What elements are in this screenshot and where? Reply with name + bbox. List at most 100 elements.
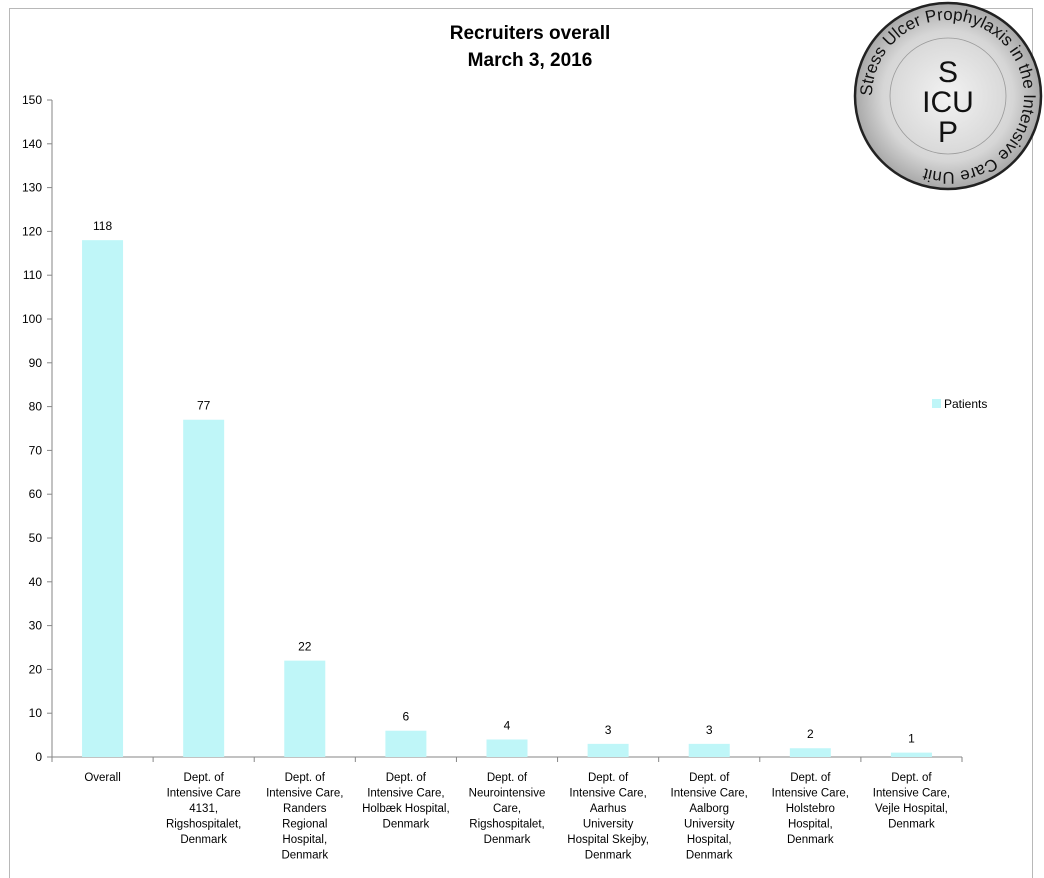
category-label-line: Denmark: [686, 850, 733, 862]
axes: 0 10 20 30 40 50 60 70 80 90 100 110 120 130 140 150: [22, 93, 963, 764]
y-tick-label: 80: [29, 400, 43, 414]
category-label-line: Aarhus: [590, 803, 627, 815]
data-label: 77: [197, 399, 211, 413]
data-labels: 118 77 22 6 4 3 3 2 1: [93, 219, 915, 745]
y-tick-label: 60: [29, 487, 43, 501]
category-label-line: Dept. of: [790, 772, 831, 784]
category-labels: Overall Dept. of Intensive Care 4131, Rigsho…: [84, 772, 950, 862]
y-tick-label: 150: [22, 93, 42, 107]
category-label-line: Denmark: [383, 819, 430, 831]
data-label: 118: [93, 219, 112, 233]
category-label-line: University: [684, 819, 735, 831]
logo-inner-ring: [889, 37, 1007, 155]
data-label: 1: [908, 732, 915, 746]
data-label: 4: [504, 718, 511, 732]
bar: [486, 739, 528, 757]
y-tick-label: 110: [23, 268, 42, 282]
category-label-line: Holbæk Hospital,: [362, 803, 450, 815]
bar: [587, 743, 629, 757]
chart-frame: [9, 8, 1033, 878]
category-label-line: Hospital Skejby,: [567, 834, 649, 846]
category-label: Dept. of Intensive Care 4131, Rigshospitale…: [166, 772, 241, 846]
category-label-line: Dept. of: [588, 772, 629, 784]
category-label: Overall: [84, 772, 120, 784]
y-tick-label: 100: [22, 312, 42, 326]
y-tick-label: 120: [22, 224, 42, 238]
category-label-line: Denmark: [888, 819, 935, 831]
y-tick-label: 40: [29, 575, 43, 589]
data-label: 3: [605, 723, 612, 737]
category-label-line: Intensive Care,: [569, 788, 646, 800]
y-tick-label: 50: [29, 531, 43, 545]
data-label: 22: [298, 640, 312, 654]
bars: [82, 240, 932, 757]
category-label-line: Intensive Care,: [772, 788, 849, 800]
category-label: Dept. of Intensive Care, Randers Regional Ho…: [266, 772, 343, 862]
category-label: Dept. of Neurointensive Care, Rigshospitale…: [469, 772, 546, 846]
category-label-line: Denmark: [180, 834, 227, 846]
category-label-line: Neurointensive: [469, 788, 546, 800]
category-label-line: Hospital,: [687, 834, 732, 846]
category-label-line: Vejle Hospital,: [875, 803, 948, 815]
bar: [183, 419, 225, 757]
y-tick-label: 10: [29, 706, 43, 720]
y-tick-label: 140: [22, 137, 42, 151]
data-label: 3: [706, 723, 713, 737]
legend-label: Patients: [944, 397, 987, 411]
y-tick-label: 70: [29, 443, 43, 457]
category-label-line: Hospital,: [788, 819, 833, 831]
category-label-line: University: [583, 819, 634, 831]
bar: [82, 240, 124, 757]
bar: [890, 752, 932, 757]
category-label-line: Overall: [84, 772, 120, 784]
category-label-line: Denmark: [484, 834, 531, 846]
category-label-line: Dept. of: [285, 772, 326, 784]
chart-title-block: Recruiters overall March 3, 2016: [380, 20, 680, 74]
bar: [688, 743, 730, 757]
y-tick-label: 90: [29, 356, 43, 370]
sup-icu-logo: Stress Ulcer Prophylaxis in the Intensiv…: [853, 1, 1043, 191]
logo-letters-icu: ICU: [922, 86, 974, 119]
category-label-line: 4131,: [189, 803, 218, 815]
category-label-line: Denmark: [787, 834, 834, 846]
category-label-line: Intensive Care,: [671, 788, 748, 800]
data-label: 2: [807, 727, 814, 741]
chart-title: Recruiters overall: [449, 23, 611, 44]
category-label-line: Dept. of: [386, 772, 427, 784]
category-label-line: Intensive Care,: [367, 788, 444, 800]
category-label: Dept. of Intensive Care, Holbæk Hospital, D…: [362, 772, 450, 831]
category-label-line: Denmark: [585, 850, 632, 862]
data-label: 6: [403, 710, 410, 724]
bar: [284, 660, 326, 757]
category-label-line: Rigshospitalet,: [166, 819, 241, 831]
chart-subtitle: March 3, 2016: [467, 50, 593, 71]
logo-outer-ring: [853, 1, 1043, 191]
category-label-line: Hospital,: [282, 834, 327, 846]
logo-letter-s: S: [938, 56, 958, 89]
bar: [385, 730, 427, 757]
y-tick-label: 130: [22, 181, 42, 195]
category-label-line: Denmark: [281, 850, 328, 862]
logo-letter-p: P: [938, 116, 958, 149]
category-label-line: Dept. of: [689, 772, 730, 784]
category-label: Dept. of Intensive Care, Vejle Hospital, De…: [873, 772, 950, 831]
category-label: Dept. of Intensive Care, Holstebro Hospital…: [772, 772, 849, 846]
category-label-line: Regional: [282, 819, 327, 831]
bar: [789, 748, 831, 757]
category-label: Dept. of Intensive Care, Aarhus University H…: [567, 772, 649, 862]
category-label-line: Dept. of: [487, 772, 528, 784]
legend-swatch: [932, 399, 941, 408]
category-label-line: Intensive Care: [167, 788, 241, 800]
category-label-line: Care,: [493, 803, 521, 815]
y-tick-label: 0: [35, 750, 42, 764]
y-tick-label: 20: [29, 662, 43, 676]
y-tick-label: 30: [29, 619, 43, 633]
category-label: Dept. of Intensive Care, Aalborg University…: [671, 772, 748, 862]
category-label-line: Aalborg: [689, 803, 729, 815]
category-label-line: Rigshospitalet,: [469, 819, 544, 831]
category-label-line: Intensive Care,: [873, 788, 950, 800]
category-label-line: Dept. of: [184, 772, 225, 784]
category-label-line: Holstebro: [786, 803, 835, 815]
category-label-line: Randers: [283, 803, 327, 815]
